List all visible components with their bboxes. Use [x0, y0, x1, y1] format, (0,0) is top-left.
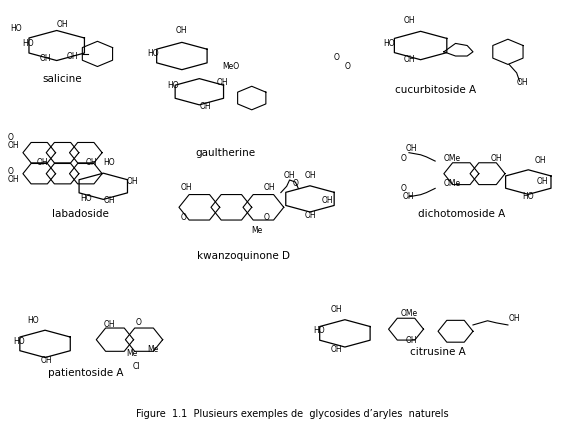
Text: salicine: salicine	[43, 74, 82, 84]
Text: HO: HO	[313, 327, 325, 335]
Text: OH: OH	[284, 171, 295, 180]
Text: Cl: Cl	[132, 362, 140, 371]
Text: citrusine A: citrusine A	[410, 347, 466, 357]
Text: patientoside A: patientoside A	[48, 368, 123, 378]
Text: OH: OH	[126, 177, 138, 186]
Text: HO: HO	[522, 192, 534, 201]
Text: OH: OH	[403, 16, 415, 25]
Text: Me: Me	[126, 349, 138, 358]
Text: OH: OH	[217, 78, 229, 88]
Text: HO: HO	[22, 38, 33, 47]
Text: gaultherine: gaultherine	[195, 148, 256, 158]
Text: O: O	[181, 213, 187, 222]
Text: OH: OH	[406, 143, 418, 153]
Text: OH: OH	[104, 196, 115, 205]
Text: OH: OH	[104, 320, 115, 329]
Text: OH: OH	[7, 175, 19, 184]
Text: OMe: OMe	[444, 179, 461, 188]
Text: OMe: OMe	[444, 154, 461, 163]
Text: OH: OH	[403, 192, 415, 201]
Text: OH: OH	[39, 54, 51, 63]
Text: OH: OH	[304, 171, 316, 180]
Text: OH: OH	[67, 52, 78, 61]
Text: HO: HO	[147, 49, 159, 58]
Text: OH: OH	[509, 314, 521, 323]
Text: OH: OH	[322, 196, 333, 205]
Text: O: O	[263, 213, 269, 222]
Text: OH: OH	[36, 158, 48, 167]
Text: OH: OH	[181, 184, 192, 192]
Text: OH: OH	[41, 356, 53, 365]
Text: O: O	[292, 179, 298, 188]
Text: O: O	[7, 133, 13, 142]
Text: O: O	[135, 318, 141, 327]
Text: HO: HO	[167, 80, 179, 90]
Text: OH: OH	[86, 158, 98, 167]
Text: OH: OH	[490, 154, 502, 163]
Text: Me: Me	[252, 225, 263, 234]
Text: OH: OH	[199, 102, 211, 110]
Text: HO: HO	[383, 38, 394, 47]
Text: MeO: MeO	[223, 62, 240, 71]
Text: HO: HO	[80, 194, 92, 203]
Text: OH: OH	[7, 141, 19, 151]
Text: labadoside: labadoside	[51, 209, 108, 219]
Text: HO: HO	[13, 337, 25, 346]
Text: Figure  1.1  Plusieurs exemples de  glycosides d’aryles  naturels: Figure 1.1 Plusieurs exemples de glycosi…	[136, 409, 449, 419]
Text: dichotomoside A: dichotomoside A	[418, 209, 505, 219]
Text: kwanzoquinone D: kwanzoquinone D	[197, 250, 290, 261]
Text: cucurbitoside A: cucurbitoside A	[394, 85, 476, 95]
Text: OH: OH	[57, 19, 68, 29]
Text: OH: OH	[517, 78, 528, 88]
Text: O: O	[333, 53, 339, 62]
Text: OH: OH	[406, 335, 418, 345]
Text: OH: OH	[331, 305, 342, 313]
Text: OMe: OMe	[400, 309, 417, 318]
Text: HO: HO	[10, 24, 22, 33]
Text: OH: OH	[304, 211, 316, 220]
Text: Me: Me	[147, 345, 158, 354]
Text: OH: OH	[263, 184, 275, 192]
Text: OH: OH	[176, 26, 188, 35]
Text: OH: OH	[534, 156, 546, 165]
Text: HO: HO	[27, 316, 39, 325]
Text: O: O	[345, 62, 351, 71]
Text: OH: OH	[403, 55, 415, 64]
Text: O: O	[7, 167, 13, 176]
Text: OH: OH	[331, 345, 342, 354]
Text: OH: OH	[537, 177, 549, 186]
Text: O: O	[400, 154, 406, 163]
Text: HO: HO	[104, 158, 115, 167]
Text: O: O	[400, 184, 406, 193]
